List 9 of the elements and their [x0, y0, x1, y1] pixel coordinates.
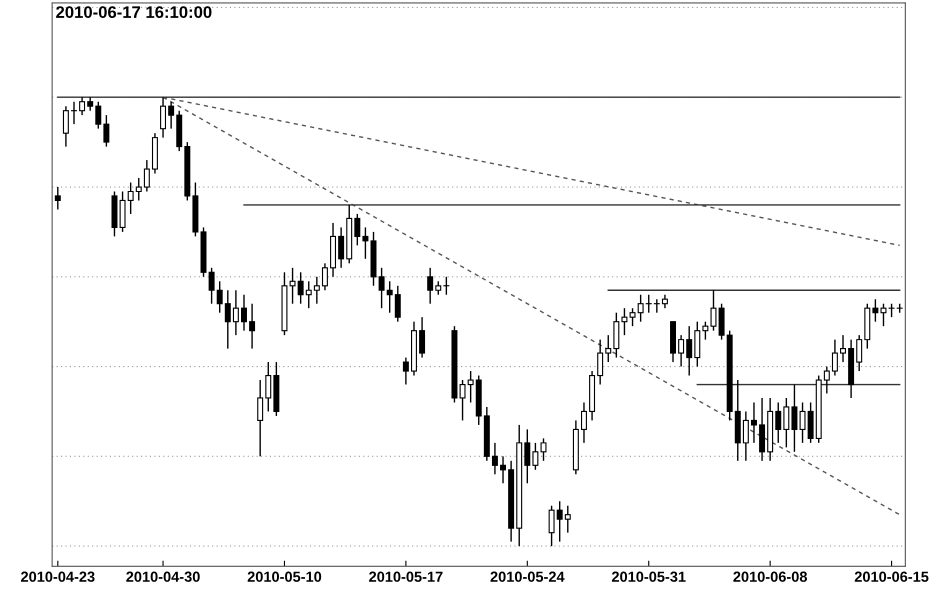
x-tick-label: 2010-05-24 [490, 572, 565, 582]
x-tick-label: 2010-04-30 [126, 572, 200, 582]
x-tick-label: 2010-06-08 [733, 572, 808, 582]
x-tick-label: 2010-05-10 [248, 572, 322, 582]
chart-title: 2010-06-17 16:10:00 [56, 6, 212, 18]
x-tick-label: 2010-05-17 [369, 572, 443, 582]
x-tick-label: 2010-05-31 [612, 572, 686, 582]
x-tick-label: 2010-04-23 [21, 572, 95, 582]
x-tick-label: 2010-06-15 [854, 572, 928, 582]
